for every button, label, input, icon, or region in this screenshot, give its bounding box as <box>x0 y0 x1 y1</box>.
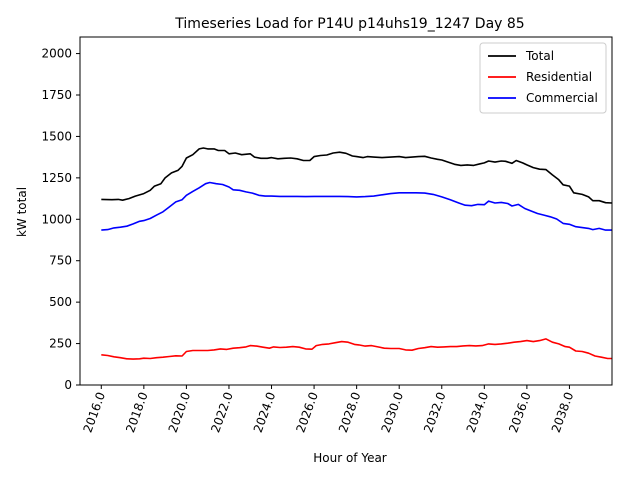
y-tick-label: 500 <box>49 295 72 309</box>
legend-box <box>479 42 607 114</box>
legend-label-commercial: Commercial <box>526 91 598 105</box>
y-tick-label: 2000 <box>41 47 72 61</box>
legend-label-total: Total <box>525 49 554 63</box>
y-tick-label: 750 <box>49 254 72 268</box>
y-tick-label: 1250 <box>41 171 72 185</box>
series-line-residential <box>101 338 612 360</box>
y-tick-label: 1750 <box>41 88 72 102</box>
series-lines <box>101 147 613 360</box>
legend: Total Residential Commercial <box>479 42 607 114</box>
series-line-commercial <box>101 181 612 231</box>
series-line-total <box>101 147 613 204</box>
y-axis-label: kW total <box>15 187 29 237</box>
y-tick-label: 1000 <box>41 212 72 226</box>
y-tick-label: 0 <box>64 378 72 392</box>
axes-frame <box>79 36 613 386</box>
x-axis-label: Hour of Year <box>313 451 387 465</box>
chart-title: Timeseries Load for P14U p14uhs19_1247 D… <box>174 16 524 32</box>
y-tick-label: 1500 <box>41 129 72 143</box>
y-tick-label: 250 <box>49 337 72 351</box>
legend-label-residential: Residential <box>526 70 592 84</box>
